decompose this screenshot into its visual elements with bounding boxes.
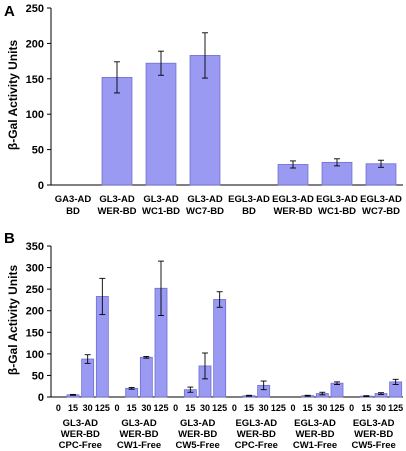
panel-b-group-label: CW1-Free: [117, 440, 161, 451]
panel-b-group-label: WER-BD: [354, 429, 393, 440]
panel-a-ytick-label: 250: [26, 3, 44, 15]
panel-b-xtick-label: 0: [290, 403, 295, 413]
panel-b-ylabel: β-Gal Activity Units: [6, 265, 20, 376]
panel-a-category-label: EGL3-AD: [316, 194, 358, 205]
panel-b-bar: [213, 299, 227, 398]
panel-b-ytick-label: 100: [26, 349, 44, 361]
panel-b-xtick-label: 15: [127, 403, 137, 413]
panel-a-chart: 050100150200250GA3-ADBDGL3-ADWER-BDGL3-A…: [26, 3, 403, 217]
panel-b-xtick-label: 30: [317, 403, 327, 413]
panel-b-letter: B: [4, 230, 15, 247]
panel-a-ytick-label: 50: [32, 145, 44, 157]
panel-b-group-label: WER-BD: [119, 429, 158, 440]
panel-b-xtick-label: 0: [349, 403, 354, 413]
panel-b-xtick-label: 15: [244, 403, 254, 413]
panel-b-xtick-label: 15: [185, 403, 195, 413]
panel-a-category-label: WC7-BD: [362, 206, 400, 217]
panel-b-xtick-label: 30: [376, 403, 386, 413]
panel-b-xtick-label: 0: [173, 403, 178, 413]
panel-b-xtick-label: 15: [361, 403, 371, 413]
panel-b-xtick-label: 30: [141, 403, 151, 413]
panel-b-xtick-label: 125: [388, 403, 403, 413]
panel-b-xtick-label: 15: [303, 403, 313, 413]
panel-b-group-label: GL3-AD: [180, 418, 216, 429]
panel-a-ytick-label: 200: [26, 38, 44, 50]
panel-b-group-label: CW5-Free: [351, 440, 395, 451]
panel-b-xtick-label: 0: [56, 403, 61, 413]
panel-b-ytick-label: 300: [26, 263, 44, 275]
panel-a-letter: A: [4, 3, 15, 20]
panel-b-group-label: GL3-AD: [63, 418, 99, 429]
panel-a-bar: [189, 55, 221, 186]
panel-b-xtick-label: 15: [68, 403, 78, 413]
panel-b-xtick-label: 30: [259, 403, 269, 413]
panel-b-xtick-label: 125: [212, 403, 227, 413]
panel-b-xtick-label: 125: [95, 403, 110, 413]
panel-b-bar: [81, 358, 95, 398]
panel-b-ytick-label: 200: [26, 306, 44, 318]
panel-b-xtick-label: 0: [114, 403, 119, 413]
panel-a-ytick-label: 150: [26, 74, 44, 86]
panel-a-category-label: GL3-AD: [187, 194, 223, 205]
panel-a-ytick-label: 0: [38, 180, 44, 192]
panel-b-group-label: GL3-AD: [121, 418, 157, 429]
panel-b-bar: [330, 382, 344, 398]
panel-b-group-label: WER-BD: [61, 429, 100, 440]
panel-b-xtick-label: 0: [232, 403, 237, 413]
panel-b-xtick-label: 30: [83, 403, 93, 413]
panel-b-group-label: WER-BD: [178, 429, 217, 440]
panel-b-ytick-label: 0: [38, 392, 44, 404]
panel-b-xtick-label: 125: [153, 403, 168, 413]
panel-b-group-label: EGL3-AD: [294, 418, 336, 429]
panel-a-category-label: EGL3-AD: [228, 194, 270, 205]
panel-b-bar: [139, 356, 153, 398]
panel-b-xtick-label: 125: [329, 403, 344, 413]
panel-a-category-label: EGL3-AD: [272, 194, 314, 205]
panel-a-category-label: WC1-BD: [142, 206, 180, 217]
panel-b-ytick-label: 250: [26, 284, 44, 296]
panel-a-bar: [145, 62, 177, 186]
panel-b-group-label: EGL3-AD: [353, 418, 395, 429]
panel-b-group-label: CW1-Free: [293, 440, 337, 451]
panel-b-ytick-label: 150: [26, 327, 44, 339]
panel-b-group-label: WER-BD: [295, 429, 334, 440]
panel-b-ytick-label: 50: [32, 370, 44, 382]
panel-a-category-label: BD: [66, 206, 80, 217]
panel-b-xtick-label: 30: [200, 403, 210, 413]
panel-a-category-label: GA3-AD: [55, 194, 92, 205]
panel-a-ylabel: β-Gal Activity Units: [6, 40, 20, 151]
panel-a-category-label: BD: [242, 206, 256, 217]
panel-b-xtick-label: 125: [271, 403, 286, 413]
panel-a-category-label: WC7-BD: [186, 206, 224, 217]
panel-b-group-label: CPC-Free: [235, 440, 278, 451]
panel-b-group-label: CW5-Free: [175, 440, 219, 451]
panel-b-ytick-label: 350: [26, 241, 44, 253]
panel-a-category-label: EGL3-AD: [360, 194, 402, 205]
panel-a-bar: [101, 76, 133, 186]
panel-a-category-label: GL3-AD: [143, 194, 179, 205]
panel-b-group-label: EGL3-AD: [235, 418, 277, 429]
panel-a-category-label: WER-BD: [97, 206, 136, 217]
panel-a-category-label: WC1-BD: [318, 206, 356, 217]
panel-a-category-label: GL3-AD: [99, 194, 135, 205]
panel-a-ytick-label: 100: [26, 109, 44, 121]
panel-b-group-label: CPC-Free: [59, 440, 102, 451]
panel-a-category-label: WER-BD: [273, 206, 312, 217]
panel-b-group-label: WER-BD: [237, 429, 276, 440]
